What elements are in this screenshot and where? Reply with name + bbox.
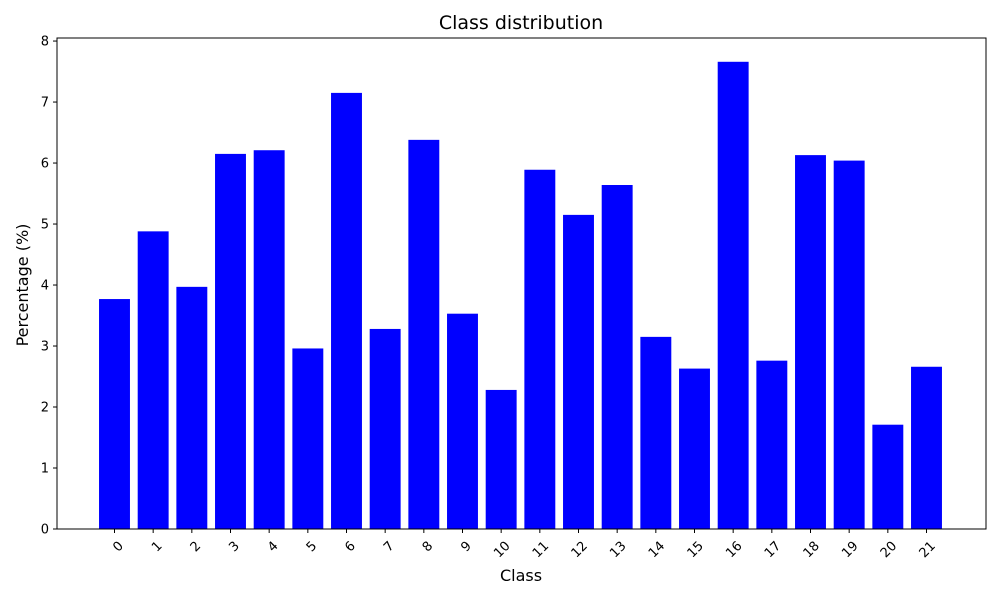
y-tick-label: 1 — [41, 462, 49, 477]
x-tick-label: 16 — [723, 539, 745, 561]
bar-class-2 — [176, 286, 208, 529]
bar-class-17 — [756, 360, 788, 529]
x-tick-label: 6 — [342, 539, 358, 555]
bar-class-15 — [679, 368, 710, 529]
x-axis-ticks: 0 1 2 3 4 5 6 7 8 9 10 11 12 13 14 15 16 17 18 19 20 21 — [110, 529, 939, 561]
bar-class-16 — [717, 61, 749, 529]
x-tick-label: 13 — [607, 539, 629, 561]
chart-title: Class distribution — [439, 12, 603, 34]
bar-class-1 — [137, 231, 169, 529]
x-axis-label: Class — [500, 566, 542, 585]
bar-class-0 — [99, 299, 130, 529]
x-tick-label: 17 — [762, 539, 784, 561]
bar-class-3 — [215, 153, 246, 529]
bar-class-13 — [601, 185, 633, 529]
bars-group — [99, 61, 942, 530]
x-tick-label: 19 — [839, 539, 861, 561]
y-tick-label: 2 — [41, 401, 49, 416]
x-tick-label: 9 — [458, 539, 474, 555]
y-tick-label: 5 — [41, 218, 49, 233]
bar-class-4 — [253, 150, 285, 530]
y-tick-label: 6 — [41, 157, 49, 172]
y-tick-label: 3 — [41, 340, 49, 355]
bar-class-12 — [563, 214, 594, 529]
y-tick-label: 4 — [41, 279, 49, 294]
x-tick-label: 10 — [491, 539, 513, 561]
bar-class-11 — [524, 169, 556, 529]
y-tick-label: 0 — [41, 523, 49, 538]
x-tick-label: 7 — [381, 539, 397, 555]
x-tick-label: 15 — [685, 539, 707, 561]
x-tick-label: 4 — [265, 539, 281, 555]
x-tick-label: 3 — [226, 539, 242, 555]
bar-class-14 — [640, 336, 672, 529]
bar-class-20 — [872, 424, 904, 529]
y-tick-label: 8 — [41, 35, 49, 50]
x-tick-label: 14 — [646, 539, 668, 561]
bar-class-8 — [408, 139, 440, 530]
x-tick-label: 0 — [110, 539, 126, 555]
bar-class-18 — [795, 155, 826, 530]
bar-class-7 — [369, 328, 401, 529]
x-tick-label: 11 — [530, 539, 552, 561]
bar-class-5 — [292, 348, 324, 529]
y-axis-ticks: 0 1 2 3 4 5 6 7 8 — [41, 35, 57, 538]
x-tick-label: 21 — [917, 539, 939, 561]
x-tick-label: 1 — [149, 539, 165, 555]
x-tick-label: 18 — [801, 539, 823, 561]
y-axis-label: Percentage (%) — [13, 224, 32, 347]
x-tick-label: 20 — [878, 539, 900, 561]
x-tick-label: 2 — [188, 539, 204, 555]
x-tick-label: 12 — [569, 539, 591, 561]
bar-class-19 — [833, 160, 865, 529]
plot-frame — [56, 37, 987, 530]
y-tick-label: 7 — [41, 96, 49, 111]
bar-class-10 — [485, 389, 517, 529]
x-tick-label: 8 — [420, 539, 436, 555]
bar-class-21 — [911, 366, 942, 529]
bar-class-9 — [447, 313, 478, 529]
bar-class-6 — [331, 92, 362, 529]
x-tick-label: 5 — [304, 539, 320, 555]
